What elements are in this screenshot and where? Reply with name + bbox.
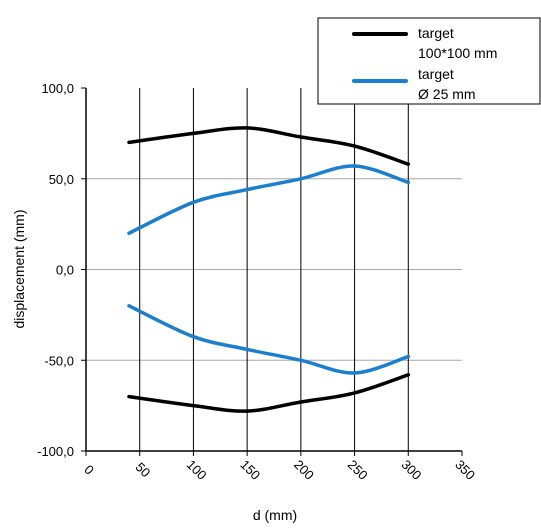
y-tick-label-4: -100,0 bbox=[37, 444, 74, 459]
legend-label-1-line-1: target bbox=[418, 25, 454, 41]
series-lines bbox=[127, 126, 411, 413]
y-tick-label-2: 0,0 bbox=[56, 263, 74, 278]
x-axis-label: d (mm) bbox=[253, 507, 297, 523]
y-tick-label-0: 100,0 bbox=[41, 81, 74, 96]
x-tick-label-4: 200 bbox=[291, 457, 317, 483]
x-tick-label-7: 350 bbox=[452, 457, 478, 483]
axes bbox=[81, 87, 463, 456]
series-line-3 bbox=[127, 304, 411, 375]
series-line-0 bbox=[127, 126, 411, 166]
series-line-1 bbox=[127, 373, 411, 413]
legend-label-1-line-2: 100*100 mm bbox=[418, 45, 497, 61]
tick-labels: 100,0 50,0 0,0 -50,0 -100,0 0 50 100 150 200 250 30… bbox=[37, 81, 478, 483]
series-line-2 bbox=[127, 164, 411, 235]
x-tick-label-5: 250 bbox=[345, 457, 371, 483]
x-tick-label-1: 50 bbox=[132, 459, 153, 480]
legend-label-2-line-1: target bbox=[418, 66, 454, 82]
y-tick-label-3: -50,0 bbox=[44, 353, 74, 368]
x-tick-label-6: 300 bbox=[398, 457, 424, 483]
grid bbox=[86, 88, 462, 451]
x-tick-label-2: 100 bbox=[184, 457, 210, 483]
legend: target 100*100 mm target Ø 25 mm bbox=[317, 17, 541, 105]
x-tick-label-3: 150 bbox=[237, 457, 263, 483]
x-tick-label-0: 0 bbox=[81, 462, 97, 478]
y-axis-label: displacement (mm) bbox=[11, 209, 27, 328]
y-tick-label-1: 50,0 bbox=[49, 172, 74, 187]
legend-label-2-line-2: Ø 25 mm bbox=[418, 86, 476, 102]
